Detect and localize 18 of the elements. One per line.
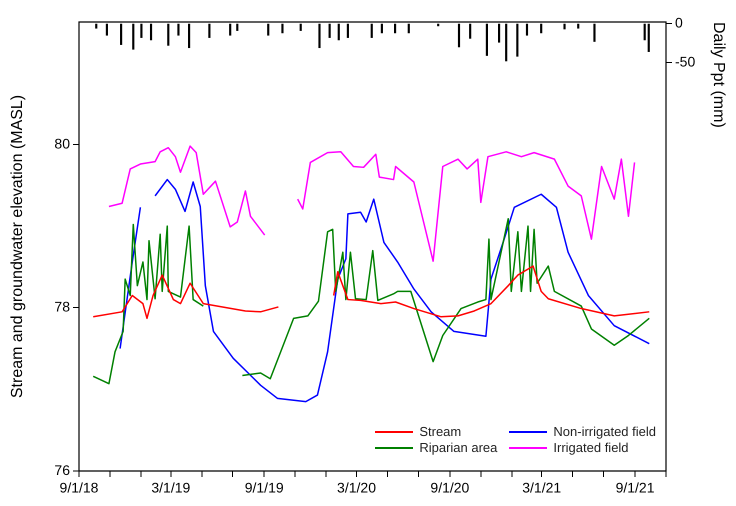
legend-label: Stream (419, 424, 462, 439)
y-tick-label: 78 (54, 298, 70, 315)
legend-label: Riparian area (419, 440, 498, 455)
y-tick-label: 80 (54, 135, 70, 152)
legend-label: Irrigated field (553, 440, 629, 455)
x-tick-label: 3/1/20 (337, 479, 376, 496)
y2-axis-title: Daily Ppt (mm) (710, 22, 727, 128)
x-tick-label: 9/1/21 (616, 479, 655, 496)
x-tick-label: 3/1/19 (151, 479, 190, 496)
legend-label: Non-irrigated field (553, 424, 656, 439)
x-tick-label: 9/1/18 (60, 479, 99, 496)
y2-tick-label: -50 (675, 53, 696, 70)
y2-tick-label: 0 (675, 14, 683, 30)
x-tick-label: 9/1/20 (430, 479, 470, 496)
y-tick-label: 76 (54, 462, 70, 478)
x-tick-label: 9/1/19 (244, 479, 284, 496)
y-axis-title: Stream and groundwater elevation (MASL) (9, 94, 26, 398)
x-tick-label: 3/1/21 (522, 479, 562, 496)
